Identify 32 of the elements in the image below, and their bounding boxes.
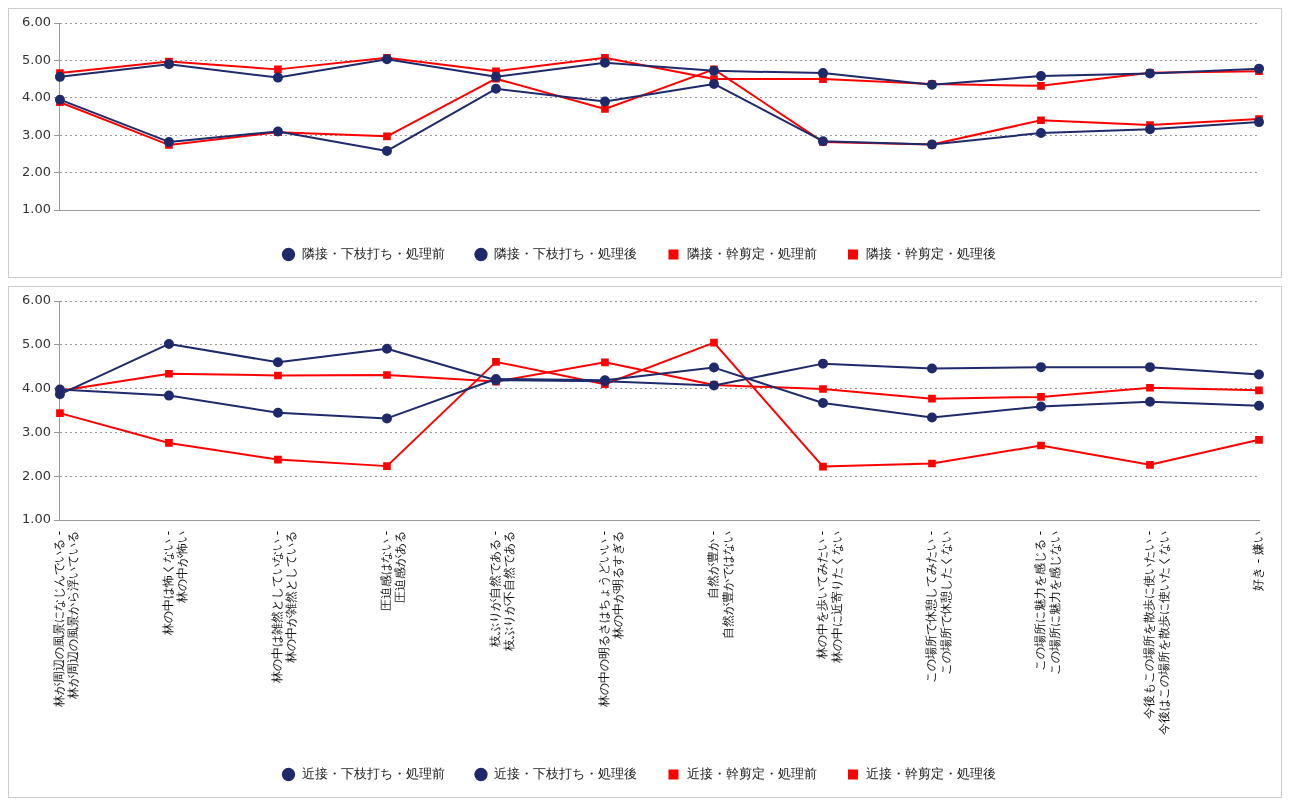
y-tick-label: 6.00 — [21, 14, 51, 30]
y-tick-label: 5.00 — [21, 51, 51, 67]
x-tick-label: この場所に魅力を感じる - この場所に魅力を感じない — [1033, 531, 1062, 675]
x-tick-label: 林が周辺の風景になじんでいる - 林が周辺の風景から浮いている — [52, 531, 81, 709]
y-tick-label: 5.00 — [21, 336, 51, 352]
y-tick-label: 1.00 — [21, 511, 51, 527]
x-tick-label: 好き - 嫌い — [1251, 531, 1266, 591]
x-tick-label: 圧迫感はない - 圧迫感がある — [379, 531, 408, 612]
y-tick-label: 4.00 — [21, 89, 51, 105]
legend-label: 隣接・幹剪定・処理前 — [686, 245, 817, 261]
y-tick-label: 4.00 — [21, 379, 51, 395]
y-tick-label: 2.00 — [21, 163, 51, 179]
legend-label: 近接・下枝打ち・処理前 — [301, 765, 445, 781]
x-tick-label: 自然が豊か - 自然が豊かではない — [706, 531, 735, 639]
y-tick-label: 1.00 — [21, 201, 51, 217]
y-tick-label: 2.00 — [21, 467, 51, 483]
y-tick-label: 6.00 — [21, 292, 51, 308]
legend-label: 隣接・下枝打ち・処理後 — [494, 245, 637, 261]
legend-label: 近接・幹剪定・処理後 — [866, 765, 996, 781]
x-tick-label: 林の中は怖くない - 林の中が怖い — [161, 531, 190, 637]
legend-label: 近接・下枝打ち・処理後 — [494, 765, 637, 781]
x-tick-label: 林の中を歩いてみたい - 林の中に近寄りたくない — [815, 531, 844, 664]
y-tick-label: 3.00 — [21, 126, 51, 142]
x-tick-label: 林の中の明るさはちょうどいい - 林の中が明るすぎる — [597, 531, 626, 709]
x-tick-label: 林の中は雑然としていない - 林の中が雑然としている — [270, 531, 299, 685]
x-tick-label: この場所で休憩してみたい - この場所で休憩したくない — [924, 531, 953, 684]
x-tick-label: 枝ぶりが自然である - 枝ぶりが不自然である — [488, 531, 517, 652]
legend-label: 隣接・下枝打ち・処理前 — [301, 245, 445, 261]
x-tick-label: 今後もこの場所を散歩に使いたい - 今後はこの場所を散歩に使いたくない — [1142, 531, 1171, 735]
legend-label: 隣接・幹剪定・処理後 — [866, 245, 996, 261]
legend-label: 近接・幹剪定・処理前 — [686, 765, 817, 781]
y-tick-label: 3.00 — [21, 423, 51, 439]
